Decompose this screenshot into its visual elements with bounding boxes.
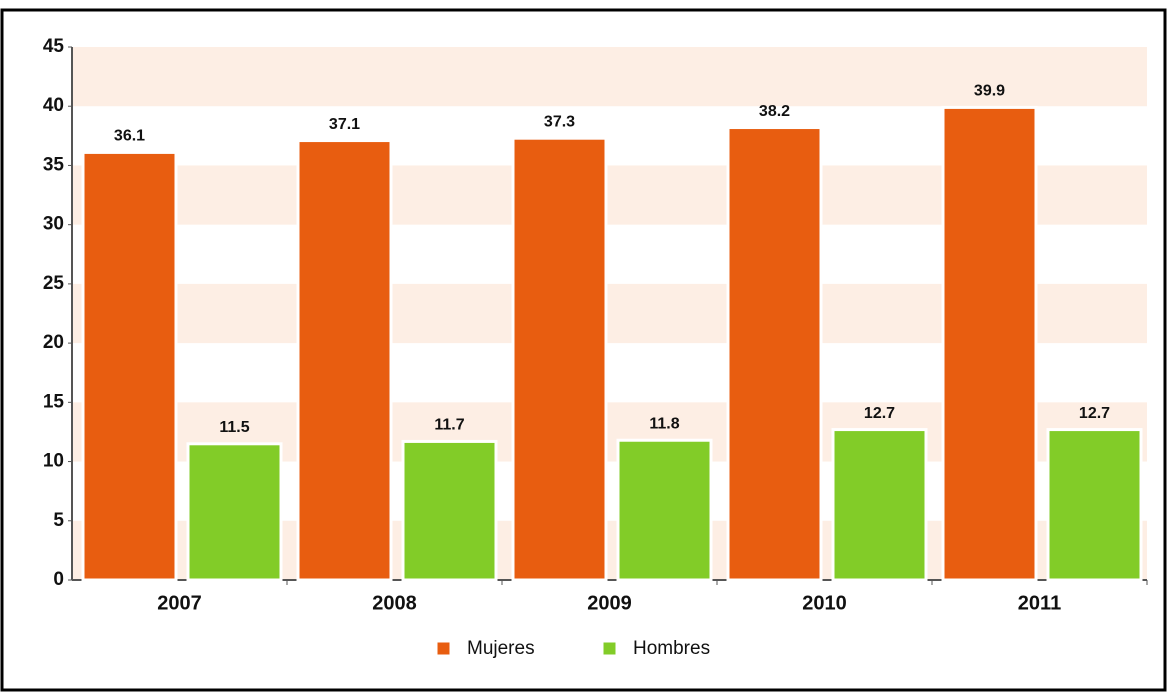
y-tick-label: 35 <box>43 154 65 175</box>
x-tick-label: 2011 <box>1018 592 1061 614</box>
y-tick-label: 20 <box>43 332 64 353</box>
value-label: 12.7 <box>864 405 895 422</box>
y-tick-label: 45 <box>43 36 65 57</box>
legend-label: Mujeres <box>467 638 535 659</box>
value-label: 11.5 <box>219 419 249 436</box>
bar <box>401 439 498 582</box>
x-tick-label: 2007 <box>157 592 202 614</box>
value-label: 38.2 <box>759 103 790 120</box>
bar <box>831 428 928 582</box>
bar <box>726 126 823 582</box>
value-label: 11.8 <box>649 415 679 432</box>
legend-swatch <box>602 641 617 656</box>
bar <box>296 139 393 582</box>
y-tick-label: 5 <box>53 510 64 531</box>
value-label: 37.3 <box>544 113 575 130</box>
y-tick-label: 30 <box>43 214 64 235</box>
bar <box>1046 428 1143 582</box>
y-tick-label: 25 <box>43 273 65 294</box>
y-tick-label: 40 <box>43 95 64 116</box>
bar <box>186 442 283 582</box>
value-label: 12.7 <box>1079 405 1110 422</box>
value-label: 11.7 <box>434 417 464 434</box>
legend-swatch <box>436 641 451 656</box>
bar <box>941 105 1038 582</box>
y-tick-label: 0 <box>53 569 64 590</box>
value-label: 39.9 <box>974 83 1005 100</box>
y-tick-label: 10 <box>43 451 64 472</box>
x-tick-label: 2009 <box>587 592 632 614</box>
value-label: 37.1 <box>329 116 360 133</box>
bar <box>511 136 608 582</box>
x-tick-label: 2010 <box>802 592 847 614</box>
value-label: 36.1 <box>114 128 145 145</box>
y-tick-label: 15 <box>43 391 65 412</box>
legend-label: Hombres <box>633 638 710 659</box>
bar <box>616 438 713 582</box>
x-tick-label: 2008 <box>372 592 417 614</box>
bar <box>81 150 178 582</box>
grid-band <box>72 47 1147 107</box>
